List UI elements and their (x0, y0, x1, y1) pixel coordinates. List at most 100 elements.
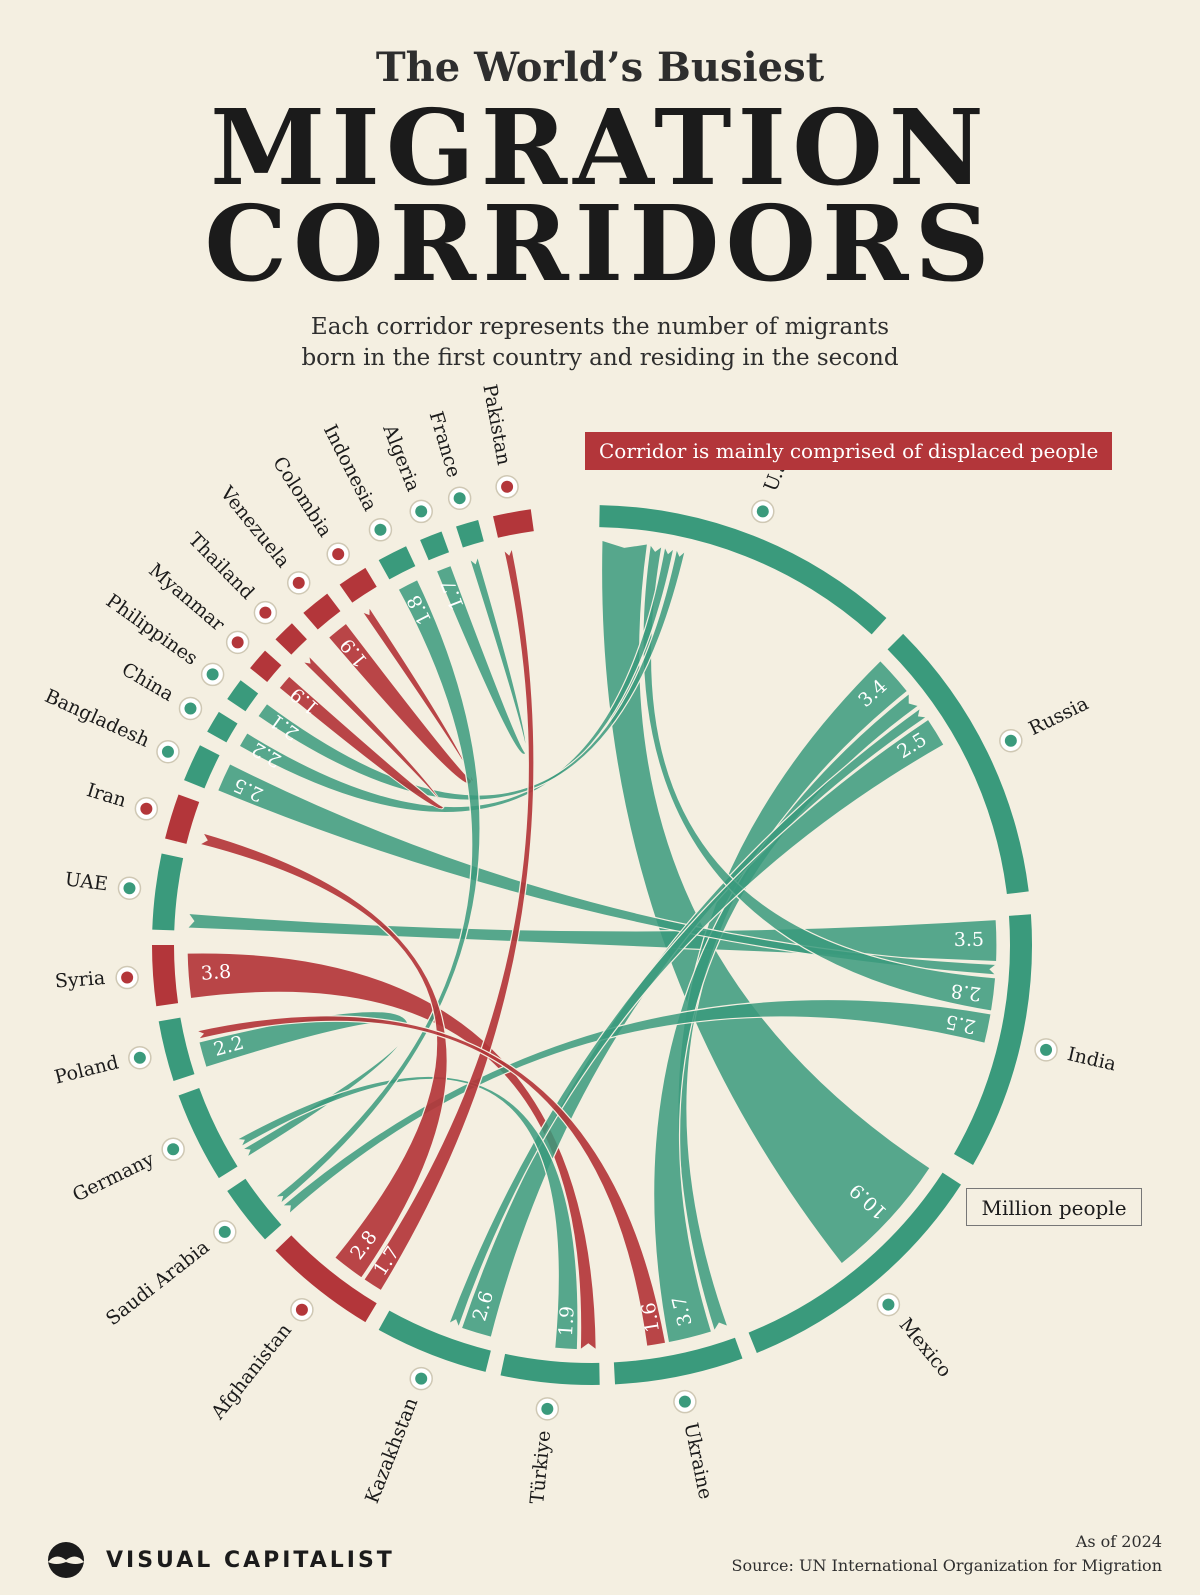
arc-colombia (339, 567, 377, 603)
country-label-france: France (425, 409, 465, 480)
flag-france-mark (453, 492, 466, 505)
arc-pakistan (493, 509, 534, 538)
ribbon-mexico-to-u-s (600, 539, 931, 1265)
ribbon-bangladesh-to-india (216, 762, 999, 976)
flag-u-s-mark (756, 505, 769, 518)
value-label-tu-rkiye-germany: 1.9 (555, 1305, 579, 1337)
flag-china-mark (184, 702, 197, 715)
arc-syria (152, 945, 179, 1007)
value-label-india-u-s: 2.8 (950, 979, 983, 1005)
brand-name: VISUAL CAPITALIST (106, 1547, 395, 1573)
country-label-poland: Poland (52, 1051, 121, 1088)
ribbon-tu-rkiye-to-germany (234, 1075, 579, 1351)
arc-indonesia (378, 546, 416, 580)
arc-germany (178, 1087, 238, 1179)
country-label-india: India (1065, 1043, 1118, 1076)
displaced-legend-callout: Corridor is mainly comprised of displace… (585, 432, 1113, 470)
country-label-indonesia: Indonesia (319, 421, 381, 515)
country-label-iran: Iran (84, 779, 129, 812)
arc-india (953, 914, 1032, 1165)
arc-tu-rkiye (500, 1353, 600, 1385)
ribbon-india-to-saudi-arabia (280, 998, 992, 1216)
visual-capitalist-logo: VISUAL CAPITALIST (38, 1538, 395, 1582)
ribbons-layer (186, 539, 999, 1352)
kicker: The World’s Busiest (375, 44, 825, 91)
ribbon-indonesia-to-saudi-arabia (273, 578, 481, 1206)
country-label-saudi-arabia: Saudi Arabia (102, 1236, 214, 1330)
source-note: Source: UN International Organization fo… (731, 1556, 1162, 1575)
value-label-india-uae: 3.5 (954, 929, 984, 951)
as-of-date: As of 2024 (1075, 1532, 1162, 1551)
flag-thailand-mark (259, 606, 272, 619)
ribbon-ukraine-to-poland (194, 1015, 667, 1347)
flag-india-mark (1040, 1043, 1053, 1056)
arcs-layer (152, 505, 1032, 1385)
ribbon-venezuela-to-colombia (327, 604, 474, 785)
arc-venezuela (303, 593, 341, 630)
arc-mexico (748, 1172, 962, 1353)
title-line-1: MIGRATION (210, 86, 990, 209)
ribbon-china-to-u-s (238, 544, 675, 814)
arc-china (207, 711, 238, 743)
country-label-uae: UAE (64, 868, 109, 895)
country-label-bangladesh: Bangladesh (41, 685, 152, 752)
arc-myanmar (250, 650, 282, 682)
country-label-mexico: Mexico (895, 1314, 956, 1382)
flag-germany-mark (167, 1143, 180, 1156)
arc-u-s (599, 505, 887, 635)
flag-saudi-arabia-mark (218, 1225, 231, 1238)
flag-indonesia-mark (374, 523, 387, 536)
country-label-ukraine: Ukraine (679, 1421, 716, 1501)
flag-mexico-mark (882, 1298, 895, 1311)
flag-afghanistan-mark (295, 1303, 308, 1316)
arc-poland (158, 1017, 195, 1081)
flag-kazakhstan-mark (415, 1372, 428, 1385)
arc-ukraine (613, 1337, 743, 1385)
ribbon-syria-to-tu-rkiye (186, 952, 597, 1352)
value-label-ukraine-poland: 1.6 (638, 1301, 665, 1334)
arc-uae (152, 853, 184, 931)
country-label-germany: Germany (69, 1148, 158, 1206)
ribbon-afghanistan-to-iran (198, 831, 448, 1279)
title-line-2: CORRIDORS (204, 182, 996, 305)
arc-saudi-arabia (227, 1178, 282, 1240)
arc-russia (887, 633, 1029, 895)
flag-poland-mark (133, 1051, 146, 1064)
flag-syria-mark (121, 971, 134, 984)
arc-philippines (227, 680, 259, 712)
country-label-pakistan: Pakistan (478, 383, 515, 467)
arc-afghanistan (275, 1235, 377, 1323)
ribbon-algeria-to-france (435, 554, 528, 755)
ribbon-afghanistan-to-pakistan (362, 545, 535, 1292)
flag-philippines-mark (206, 668, 219, 681)
country-label-kazakhstan: Kazakhstan (361, 1395, 422, 1507)
ribbon-kazakhstan-to-russia (460, 706, 929, 1339)
flag-venezuela-mark (292, 576, 305, 589)
flag-colombia-mark (332, 548, 345, 561)
flag-bangladesh-mark (161, 745, 174, 758)
subtitle: Each corridor represents the number of m… (0, 312, 1200, 374)
country-label-russia: Russia (1025, 692, 1092, 740)
unit-legend-box: Million people (966, 1188, 1142, 1226)
flag-russia-mark (1004, 734, 1017, 747)
arc-algeria (420, 531, 450, 561)
arc-france (456, 519, 484, 548)
flag-pakistan-mark (501, 480, 514, 493)
arc-bangladesh (184, 745, 220, 789)
arc-thailand (275, 623, 307, 655)
flag-algeria-mark (415, 505, 428, 518)
country-label-syria: Syria (54, 967, 106, 992)
country-label-afghanistan: Afghanistan (206, 1319, 296, 1424)
flag-ukraine-mark (678, 1395, 691, 1408)
country-label-algeria: Algeria (378, 421, 424, 495)
arc-kazakhstan (378, 1310, 491, 1372)
flag-myanmar-mark (231, 636, 244, 649)
country-label-tu-rkiye: Türkiye (526, 1430, 555, 1505)
country-label-colombia: Colombia (268, 453, 336, 541)
value-label-syria-tu-rkiye: 3.8 (200, 961, 232, 985)
arc-iran (165, 794, 200, 844)
mustache-logo-icon (48, 1542, 84, 1578)
subtitle-line-2: born in the first country and residing i… (301, 345, 899, 371)
ribbon-india-to-u-s (642, 542, 997, 1012)
